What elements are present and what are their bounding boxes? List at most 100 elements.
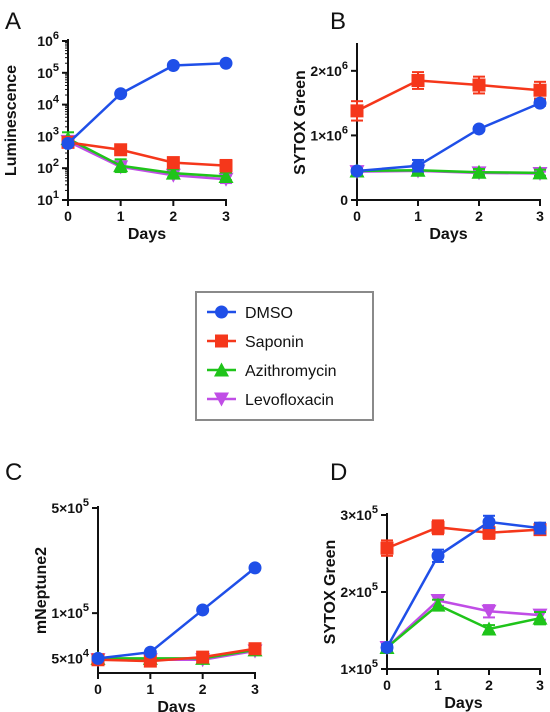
y-tick-label: 1×106 (310, 124, 348, 143)
y-tick-base: 5×10 (51, 500, 83, 516)
series-dmso (350, 96, 547, 178)
x-tick-label: 2 (169, 208, 177, 224)
y-tick-exponent: 5 (53, 62, 59, 74)
data-point (113, 158, 129, 173)
series-saponin (91, 642, 262, 668)
y-tick-exponent: 4 (83, 647, 90, 659)
data-point (114, 87, 128, 101)
y-tick-label: 101 (37, 189, 59, 208)
series-line (356, 79, 541, 112)
legend-label: Azithromycin (245, 363, 337, 380)
y-tick-base: 3×10 (340, 507, 372, 523)
series-line (356, 169, 541, 175)
series-line (67, 140, 227, 181)
data-point (532, 165, 548, 180)
data-point (143, 645, 157, 659)
x-tick-label: 3 (222, 208, 230, 224)
legend-marker (214, 392, 229, 407)
data-point (533, 96, 547, 110)
x-axis-label: Days (157, 699, 195, 712)
y-tick-label: 104 (37, 94, 60, 113)
y-tick-label: 105 (37, 62, 59, 81)
data-point (91, 651, 105, 665)
data-point (472, 78, 486, 92)
x-tick-label: 1 (146, 681, 154, 697)
series-line (97, 647, 256, 663)
data-point (482, 526, 496, 540)
y-tick-label: 102 (37, 157, 59, 176)
x-axis-label: Days (429, 226, 467, 243)
data-point (196, 650, 210, 664)
y-axis-label: SYTOX Green (322, 540, 339, 645)
y-axis-label: Luminescence (3, 65, 20, 176)
y-tick-base: 10 (37, 192, 53, 208)
series-dmso (91, 561, 262, 665)
series-saponin (61, 135, 233, 173)
y-tick-base: 1×10 (51, 605, 83, 621)
x-tick-label: 0 (94, 681, 102, 697)
y-tick-base: 10 (37, 65, 53, 81)
y-tick-exponent: 6 (53, 30, 59, 42)
legend-label: Levofloxacin (245, 392, 334, 409)
y-tick-label: 1×105 (340, 658, 378, 677)
data-point (471, 164, 487, 179)
data-point (411, 74, 425, 88)
panel-letter: B (330, 8, 346, 35)
data-point (472, 122, 486, 136)
x-tick-label: 3 (536, 677, 544, 693)
data-point (350, 164, 364, 178)
x-axis-label: Days (128, 226, 166, 243)
series-line (386, 526, 541, 550)
data-point (533, 521, 547, 535)
series-line (67, 141, 227, 167)
y-tick-label: 3×105 (340, 504, 378, 523)
y-tick-base: 2×10 (340, 584, 372, 600)
series-line (356, 101, 541, 173)
legend-entry-azithromycin: Azithromycin (207, 362, 337, 380)
y-tick-label: 2×105 (340, 581, 378, 600)
x-tick-label: 0 (64, 208, 72, 224)
y-tick-exponent: 3 (53, 125, 59, 137)
data-point (431, 520, 445, 534)
data-point (143, 654, 157, 668)
y-tick-exponent: 5 (83, 602, 89, 614)
series-line (386, 599, 541, 649)
series-azithromycin (379, 597, 548, 654)
series-dmso (380, 514, 547, 654)
series-azithromycin (90, 642, 263, 665)
x-tick-label: 1 (414, 208, 422, 224)
series-line (386, 603, 541, 649)
data-point (61, 136, 75, 150)
x-tick-label: 2 (485, 677, 493, 693)
series-levofloxacin (60, 134, 234, 187)
y-tick-label: 1×105 (51, 602, 89, 621)
y-tick-exponent: 5 (372, 581, 378, 593)
y-tick-label: 106 (37, 30, 59, 49)
y-tick-base: 5×10 (51, 650, 83, 666)
data-point (218, 168, 234, 183)
legend-entry-levofloxacin: Levofloxacin (207, 392, 334, 409)
data-point (482, 515, 496, 529)
y-tick-base: 10 (37, 33, 53, 49)
legend-marker (214, 362, 229, 377)
y-tick-exponent: 6 (342, 124, 348, 136)
x-tick-label: 2 (475, 208, 483, 224)
series-saponin (350, 71, 547, 122)
y-tick-exponent: 5 (372, 504, 378, 516)
data-point (380, 640, 394, 654)
series-line (67, 61, 227, 145)
y-tick-label: 2×106 (310, 60, 348, 79)
data-point (481, 621, 497, 636)
data-point (114, 143, 128, 157)
y-axis-label: SYTOX Green (292, 70, 309, 175)
x-tick-label: 0 (353, 208, 361, 224)
y-tick-label: 5×104 (51, 647, 90, 666)
data-point (196, 603, 210, 617)
y-tick-exponent: 1 (53, 189, 59, 201)
data-point (533, 83, 547, 97)
x-axis-label: Days (444, 695, 482, 712)
series-line (385, 520, 541, 649)
